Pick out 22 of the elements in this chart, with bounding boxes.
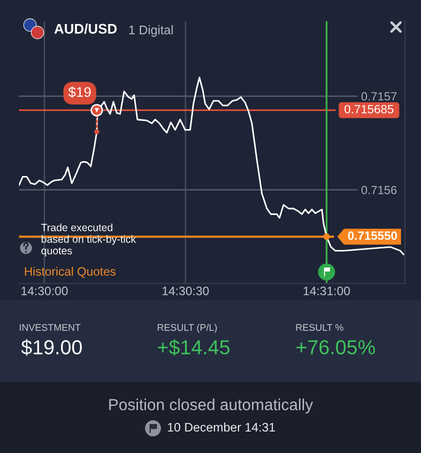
x-tick-label: 14:30:30 <box>162 286 209 296</box>
annotation: Historical Quotes <box>24 266 116 278</box>
y-tick-label: 0.7156 <box>361 186 397 194</box>
y-tick-label: 0.7157 <box>361 92 397 101</box>
point <box>323 233 330 240</box>
annotation: $19 <box>68 86 91 98</box>
ref-line-label: 0.715550 <box>348 231 397 240</box>
text: 10 December 14:31 <box>168 422 275 432</box>
text: INVESTMENT <box>20 324 81 331</box>
text: +76.05% <box>296 340 375 354</box>
text: RESULT (P/L) <box>158 324 217 333</box>
chart-title: AUD/USD <box>54 24 117 34</box>
line-series <box>19 76 404 256</box>
ref-line-label: 0.715685 <box>344 104 394 114</box>
x-tick-label: 14:30:00 <box>22 286 68 296</box>
text: +$14.45 <box>158 339 230 356</box>
chart-subtitle: 1 Digital <box>129 25 173 37</box>
text: $19.00 <box>21 339 82 356</box>
x-tick-label: 14:31:00 <box>304 286 350 296</box>
text: Position closed automatically <box>109 398 314 414</box>
text: RESULT % <box>296 324 344 331</box>
point <box>94 129 100 134</box>
